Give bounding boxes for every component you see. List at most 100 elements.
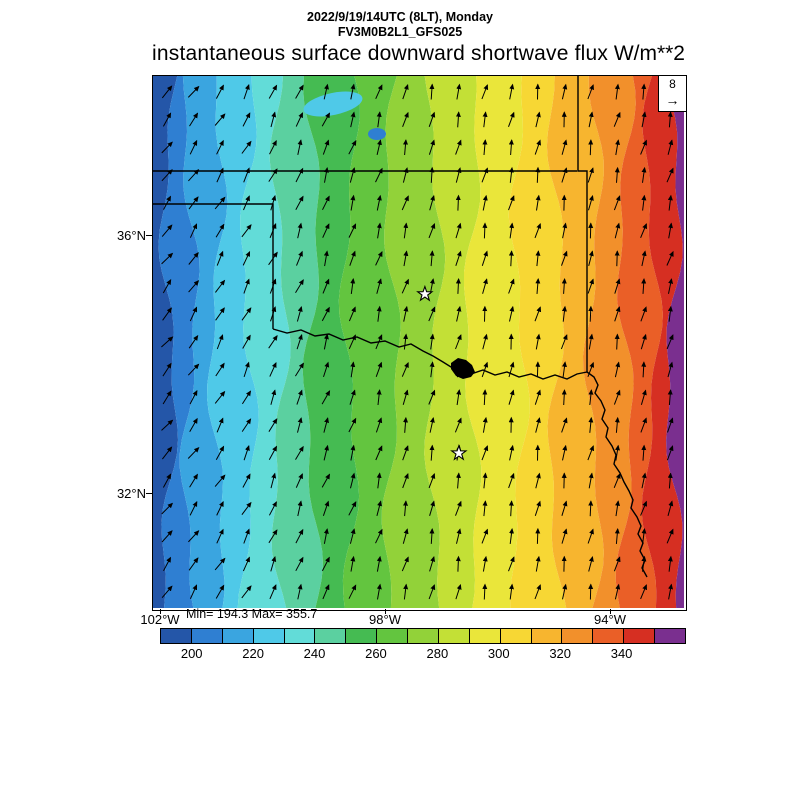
wind-arrow [189,390,198,405]
wind-arrow [614,166,620,183]
wind-arrow [242,334,251,349]
wind-arrow [376,500,382,517]
wind-arrow [214,113,226,126]
axis-tick [610,609,611,614]
wind-arrow [615,444,620,461]
wind-arrow [295,279,304,294]
wind-arrow [666,334,674,350]
wind-arrow [508,472,515,489]
wind-arrow [348,501,357,516]
wind-arrow [613,556,621,572]
wind-arrow [482,111,488,128]
wind-arrow [375,417,383,433]
wind-arrow [641,278,647,294]
colorbar-segment [314,629,346,643]
wind-arrow [482,222,488,239]
wind-arrow [562,361,567,378]
flux-band [237,76,291,608]
wind-arrow [243,361,250,378]
wind-arrow [588,305,594,322]
wind-arrow [243,528,250,544]
wind-arrow [667,389,673,406]
lon-label-98w: 98°W [369,612,401,627]
wind-arrow [667,472,673,489]
star-marker [450,444,468,461]
wind-arrow [162,112,172,127]
flux-band [269,76,323,608]
wind-arrow [215,307,225,321]
colorbar-segment [190,629,222,643]
wind-arrow [428,222,436,239]
wind-arrow [455,334,462,350]
wind-arrow [509,528,515,544]
wind-arrow [215,223,225,238]
wind-arrow [668,222,673,239]
wind-arrow [321,473,330,488]
wind-arrow [509,83,515,100]
lat-label-32n: 32°N [116,486,146,501]
wind-arrow [161,224,173,237]
wind-arrow [297,139,303,156]
wind-arrow [535,555,541,572]
wind-arrow [376,305,382,322]
wind-arrow [322,195,330,211]
wind-arrow [322,500,330,516]
wind-arrow [323,528,329,544]
wind-arrow [456,83,462,100]
wind-arrow [242,556,250,572]
wind-arrow [508,556,515,572]
state-border-line [272,328,588,380]
wind-arrow [348,417,357,433]
wind-arrow [243,278,250,294]
wind-arrow [562,444,568,461]
wind-arrow [429,500,435,516]
wind-arrow [640,139,647,155]
colorbar-tick-label: 260 [365,646,387,661]
wind-arrow [562,222,568,239]
wind-arrow [509,305,515,322]
wind-arrow [455,361,461,378]
wind-arrow [296,306,303,322]
wind-arrow [482,278,488,294]
wind-arrow [189,306,198,322]
wind-arrow [614,333,620,350]
wind-arrow [376,583,382,600]
wind-arrow [455,194,461,211]
colorbar-segment [283,629,315,643]
wind-arrow [535,472,541,489]
wind-arrow [321,112,330,127]
wind-arrow [429,361,435,378]
wind-arrow [216,139,224,155]
wind-arrow [508,389,515,405]
wind-arrow [350,194,356,211]
wind-arrow [666,445,674,461]
wind-arrow [561,278,567,294]
wind-arrow [189,501,198,516]
wind-arrow [614,583,621,600]
wind-arrow [509,222,515,239]
axis-tick [146,493,152,494]
wind-arrow [350,361,356,378]
wind-arrow [269,278,277,294]
wind-arrow [163,556,171,572]
wind-arrow [429,556,436,572]
wind-arrow [534,139,541,155]
wind-arrow [455,472,461,489]
wind-arrow [509,583,515,600]
wind-arrow [429,528,435,544]
wind-arrow [534,222,542,239]
wind-arrow [615,139,621,156]
wind-arrow [296,333,303,350]
wind-arrow [588,111,594,128]
wind-arrow [588,556,594,572]
wind-arrow [508,250,514,267]
wind-arrow [482,416,488,433]
wind-arrow [268,418,278,432]
wind-arrow [667,194,673,211]
wind-arrow [535,333,541,350]
colorbar-segment [499,629,531,643]
wind-arrow [428,306,436,322]
wind-arrow [189,139,198,155]
wind-arrow [508,500,514,517]
wind-arrow [215,584,225,599]
